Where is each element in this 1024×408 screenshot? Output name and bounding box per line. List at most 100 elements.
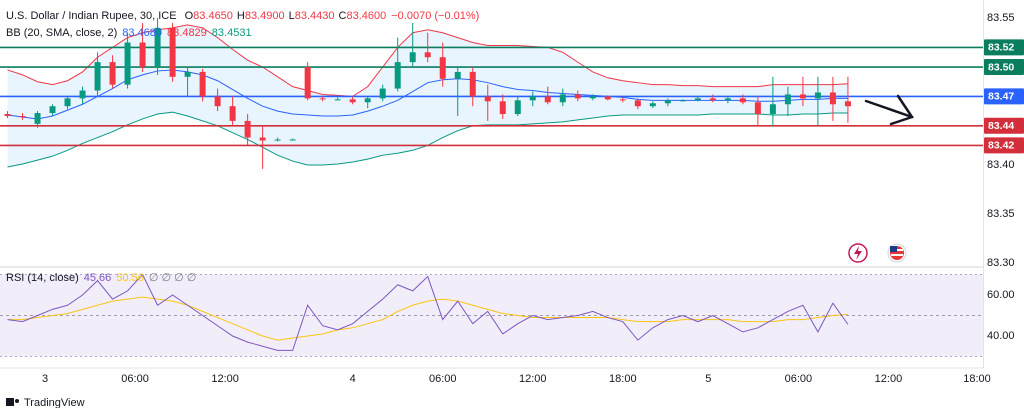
bb-title: BB (20, SMA, close, 2) (6, 27, 117, 39)
x-tick-label: 4 (350, 373, 356, 385)
candle (664, 98, 671, 107)
chart-icons (848, 243, 907, 263)
candle-body (589, 96, 596, 99)
candle (574, 90, 581, 102)
logo-mark (6, 398, 14, 406)
event-icon-bolt (854, 246, 862, 260)
candle (469, 67, 476, 107)
candle-body (274, 139, 281, 141)
candle-body (139, 42, 146, 68)
candle (634, 98, 641, 110)
candle (814, 76, 821, 126)
bb-line (7, 69, 848, 120)
candle (439, 42, 446, 87)
rsi-line (7, 296, 848, 341)
flag-canton (890, 246, 897, 252)
candle (34, 111, 41, 128)
candle (94, 52, 101, 97)
x-tick-label: 3 (42, 373, 48, 385)
candle-body (64, 98, 71, 107)
x-tick-label: 18:00 (963, 373, 991, 385)
candle-body (604, 96, 611, 100)
candle (679, 99, 686, 102)
candle-body (394, 62, 401, 89)
candle-body (109, 62, 116, 85)
candle (394, 37, 401, 92)
candle-body (739, 98, 746, 103)
candle-body (439, 57, 446, 79)
candle (694, 96, 701, 102)
symbol-title: U.S. Dollar / Indian Rupee, 30, ICE (6, 10, 177, 22)
candle (19, 113, 26, 120)
level-label: 83.47 (988, 91, 1014, 103)
ohlc-key: C (339, 10, 347, 22)
ohlc-key: H (237, 10, 245, 22)
y-tick-label: 83.30 (987, 257, 1015, 269)
candle (244, 114, 251, 146)
y-tick-label: 40.00 (987, 330, 1015, 342)
candle-body (379, 88, 386, 99)
candle (424, 32, 431, 63)
level-label: 83.52 (988, 42, 1014, 54)
candle (274, 137, 281, 142)
candle (214, 88, 221, 112)
candle (304, 62, 311, 101)
candle-body (364, 98, 371, 103)
candle (709, 94, 716, 103)
level-label-box (984, 88, 1024, 105)
x-tick-label: 18:00 (609, 373, 637, 385)
candle-body (214, 96, 221, 107)
candle (319, 96, 326, 102)
candle (109, 55, 116, 89)
candle-body (49, 106, 56, 114)
candle (499, 94, 506, 119)
candle (139, 22, 146, 72)
x-tick-label: 06:00 (121, 373, 149, 385)
level-label: 83.44 (988, 120, 1014, 132)
ohlc-key: L (289, 10, 295, 22)
candle-body (559, 94, 566, 103)
ohlc-value: 83.4430 (295, 10, 335, 22)
ohlc-value: 83.4650 (193, 10, 233, 22)
y-tick-label: 83.35 (987, 208, 1015, 220)
x-tick-label: 12:00 (875, 373, 903, 385)
candle-body (709, 98, 716, 101)
candle (364, 96, 371, 109)
candle-body (169, 27, 176, 77)
x-tick-label: 06:00 (429, 373, 457, 385)
level-label: 83.42 (988, 140, 1014, 152)
rsi-value: 45.66 (84, 272, 112, 284)
bb-value: 83.4680 (122, 27, 162, 39)
candle (589, 94, 596, 101)
candle-body (574, 94, 581, 99)
bb-value: 83.4531 (212, 27, 252, 39)
candle-body (844, 101, 851, 107)
candle-body (229, 106, 236, 121)
candle (124, 32, 131, 89)
candle (769, 76, 776, 126)
candle (184, 67, 191, 97)
candle-body (79, 90, 86, 99)
candle (79, 86, 86, 105)
candle-body (529, 96, 536, 101)
arrow-shaft (864, 99, 914, 119)
rsi-legend: RSI (14, close) 45.66 50.56 ∅ ∅ ∅ ∅ (6, 272, 196, 284)
candle-body (484, 96, 491, 102)
rsi-line (7, 273, 849, 351)
candle-body (34, 113, 41, 124)
candle (739, 94, 746, 105)
candle-body (424, 52, 431, 58)
x-tick-label: 06:00 (785, 373, 813, 385)
bb-legend: BB (20, SMA, close, 2) 83.4680 83.4829 83.4… (6, 27, 252, 39)
candle-body (769, 104, 776, 115)
candle (409, 22, 416, 68)
candle (199, 68, 206, 102)
candle (64, 96, 71, 110)
x-tick-label: 12:00 (211, 373, 239, 385)
candle-body (544, 96, 551, 103)
candle (544, 86, 551, 105)
candle (229, 96, 236, 126)
candle-body (289, 139, 296, 141)
y-tick-label: 83.40 (987, 159, 1015, 171)
